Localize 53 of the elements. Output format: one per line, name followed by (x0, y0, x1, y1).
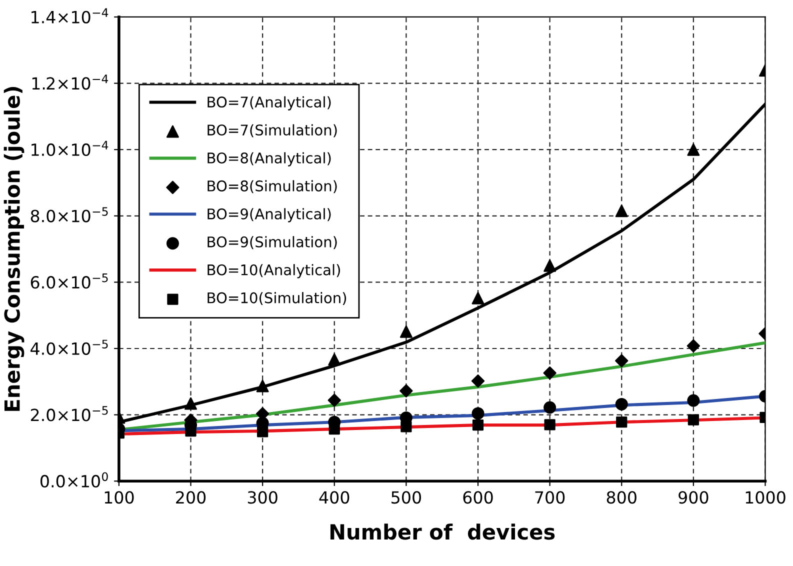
legend-label: BO=9(Analytical) (208, 208, 331, 222)
y-tick-label: 1.4×10$^{−4}$ (32, 8, 108, 24)
point (543, 366, 556, 380)
point (400, 384, 413, 398)
point (615, 398, 628, 410)
legend-label: BO=9(Simulation) (208, 236, 337, 250)
point (328, 394, 341, 407)
y-tick-label: 4.0×10$^{−5}$ (30, 340, 108, 355)
legend-label: BO=7(Analytical) (208, 96, 331, 110)
point (472, 420, 484, 431)
x-tick-label: 400 (319, 491, 350, 504)
x-tick-label: 500 (392, 491, 421, 504)
point (328, 353, 341, 366)
point (687, 143, 700, 156)
point (257, 426, 268, 438)
legend-label: BO=10(Analytical) (208, 264, 340, 278)
x-axis-title: Number of devices (330, 524, 555, 540)
point (544, 401, 556, 414)
point (256, 380, 269, 392)
point (472, 292, 484, 304)
x-tick-label: 900 (678, 491, 708, 504)
x-tick-label: 200 (176, 491, 206, 504)
y-tick-label: 2.0×10$^{−5}$ (30, 406, 108, 422)
point (472, 407, 484, 420)
point (328, 423, 340, 435)
point (400, 325, 412, 338)
legend-label: BO=8(Analytical) (208, 152, 331, 166)
point (400, 421, 412, 432)
point (616, 416, 628, 428)
point (544, 419, 556, 430)
point (184, 397, 198, 410)
legend-label: BO=7(Simulation) (208, 124, 337, 138)
y-tick-label: 1.2×10$^{−4}$ (32, 74, 108, 90)
x-tick-label: 1000 (746, 491, 786, 504)
y-tick-label: 1.0×10$^{−4}$ (32, 140, 108, 156)
x-tick-label: 100 (104, 491, 134, 504)
point (687, 394, 700, 407)
point (471, 374, 485, 388)
y-tick-label: 0.0×10$^{0}$ (40, 472, 108, 488)
point (544, 259, 556, 272)
point (688, 414, 699, 426)
y-tick-label: 6.0×10$^{−5}$ (30, 274, 108, 289)
x-tick-label: 600 (463, 491, 493, 504)
point (615, 204, 628, 218)
point (615, 354, 628, 368)
legend-label: BO=10(Simulation) (208, 292, 346, 306)
y-tick-label: 8.0×10$^{−5}$ (30, 207, 108, 222)
y-axis-title: Energy Consumption (joule) (4, 87, 24, 411)
legend-label: BO=8(Simulation) (208, 180, 337, 194)
point (686, 339, 700, 352)
x-tick-label: 700 (535, 491, 565, 504)
x-tick-label: 800 (606, 491, 636, 504)
x-tick-label: 300 (248, 491, 278, 504)
